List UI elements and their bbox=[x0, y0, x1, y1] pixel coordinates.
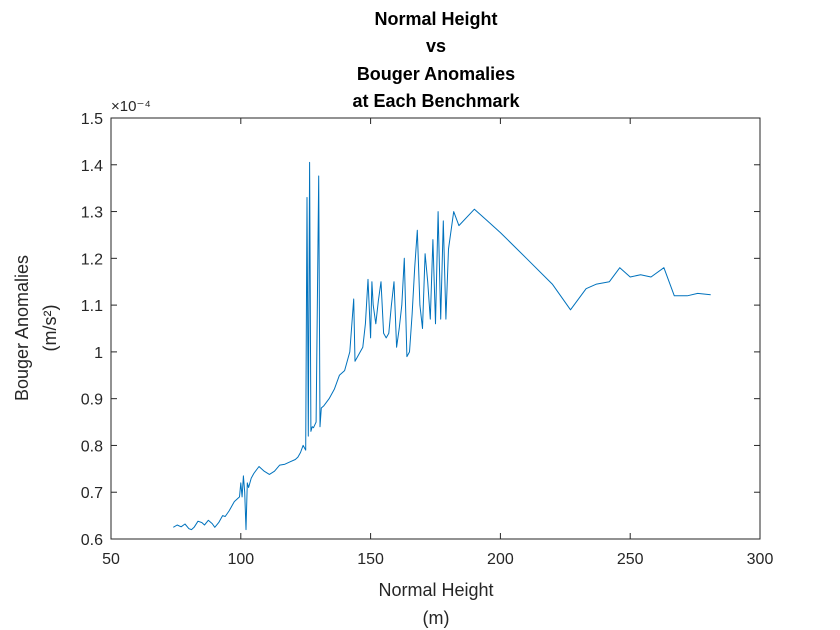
y-tick-label: 0.9 bbox=[81, 392, 103, 409]
y-axis-label-line-1: Bouger Anomalies bbox=[12, 255, 32, 401]
x-axis-tick-labels: 50 100 150 200 250 300 bbox=[102, 551, 773, 568]
x-tick-label: 250 bbox=[617, 551, 644, 568]
x-axis-label-line-2: (m) bbox=[423, 608, 450, 628]
title-line-2: vs bbox=[426, 36, 446, 56]
y-tick-label: 0.8 bbox=[81, 438, 103, 455]
plot-frame bbox=[110, 117, 761, 540]
chart-title: Normal Height vs Bouger Anomalies at Eac… bbox=[352, 9, 520, 111]
y-axis-tick-labels: 0.6 0.7 0.8 0.9 1 1.1 1.2 1.3 1.4 1.5 bbox=[81, 111, 103, 549]
y-tick-label: 1.1 bbox=[81, 298, 103, 315]
title-line-3: Bouger Anomalies bbox=[357, 64, 515, 84]
y-exponent-label: ×10⁻⁴ bbox=[111, 98, 151, 115]
x-tick-label: 50 bbox=[102, 551, 120, 568]
x-tick-label: 300 bbox=[747, 551, 774, 568]
plot-area bbox=[111, 118, 760, 539]
y-tick-label: 1 bbox=[94, 345, 103, 362]
title-line-1: Normal Height bbox=[374, 9, 497, 29]
title-line-4: at Each Benchmark bbox=[352, 91, 520, 111]
y-axis-label-line-2: (m/s²) bbox=[40, 305, 60, 352]
y-tick-label: 0.7 bbox=[81, 485, 103, 502]
y-tick-label: 1.2 bbox=[81, 251, 103, 268]
x-axis-label-line-1: Normal Height bbox=[378, 580, 493, 600]
y-tick-label: 1.4 bbox=[81, 158, 103, 175]
y-tick-label: 0.6 bbox=[81, 532, 103, 549]
x-tick-label: 200 bbox=[487, 551, 514, 568]
x-axis-label: Normal Height (m) bbox=[378, 580, 493, 628]
y-axis-label: Bouger Anomalies (m/s²) bbox=[12, 255, 60, 401]
y-tick-label: 1.3 bbox=[81, 205, 103, 222]
x-tick-label: 100 bbox=[227, 551, 254, 568]
x-tick-label: 150 bbox=[357, 551, 384, 568]
y-tick-label: 1.5 bbox=[81, 111, 103, 128]
series-line bbox=[173, 161, 711, 531]
